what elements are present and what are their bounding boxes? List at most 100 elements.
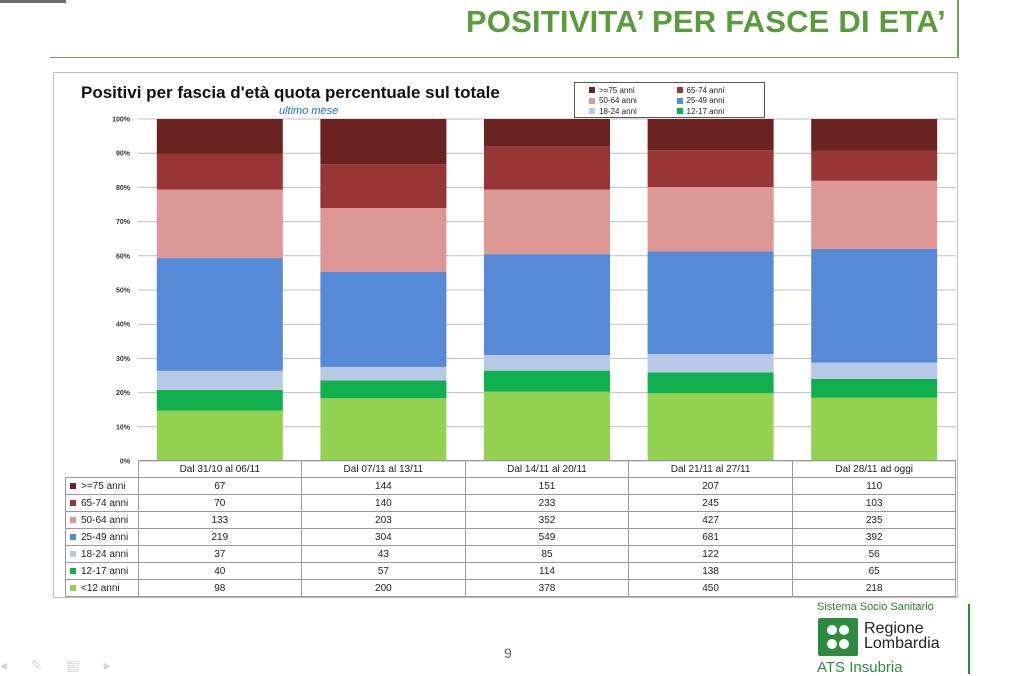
- footer-org: Sistema Socio Sanitario: [817, 601, 934, 613]
- table-cell: 114: [464, 562, 630, 580]
- legend-label: >=75 anni: [599, 85, 635, 95]
- table-cell: 304: [301, 528, 466, 546]
- legend-item: 12-17 anni: [676, 106, 765, 116]
- bar-segment: [811, 378, 938, 398]
- table-cell: 140: [301, 494, 466, 512]
- bar-segment: [811, 150, 938, 181]
- bar-segment: [156, 410, 283, 461]
- bar-segment: [320, 119, 447, 165]
- table-row: <12 anni 98 200 378 450 218: [65, 579, 957, 597]
- bar-segment: [484, 189, 610, 255]
- table-row: 25-49 anni 219 304 549 681 392: [65, 528, 957, 546]
- y-tick-label: 10%: [116, 424, 131, 431]
- legend-swatch: [676, 97, 683, 104]
- bar-segment: [156, 153, 283, 190]
- title-rule-vertical: [957, 0, 959, 58]
- slide-nav-icons[interactable]: ◂ ✎ ▤ ▸: [0, 657, 121, 673]
- table-row-label: 12-17 anni: [65, 562, 139, 580]
- bar-segment: [811, 362, 938, 379]
- y-tick-label: 50%: [116, 288, 131, 295]
- bar-segment: [647, 354, 774, 373]
- legend-label: 50-64 anni: [599, 96, 637, 106]
- bar-segment: [320, 164, 447, 209]
- table-column-header: Dal 07/11 al 13/11: [301, 460, 466, 478]
- chart-subtitle: ultimo mese: [279, 105, 339, 117]
- table-cell: 378: [464, 579, 630, 597]
- bar-segment: [811, 248, 938, 363]
- table-cell: 133: [137, 511, 303, 529]
- chart-title: Positivi per fascia d'età quota percentu…: [81, 83, 500, 102]
- table-cell: 681: [628, 528, 793, 546]
- legend-label: 65-74 anni: [686, 85, 725, 95]
- footer-rule: [968, 604, 970, 674]
- row-label-text: 65-74 anni: [81, 497, 129, 509]
- footer-ats: ATS Insubria: [817, 659, 903, 676]
- table-cell: 219: [137, 528, 303, 546]
- y-tick-label: 30%: [116, 356, 131, 363]
- bar-segment: [156, 389, 283, 411]
- table-column-header: Dal 28/11 ad oggi: [791, 460, 957, 478]
- table-cell: 549: [464, 528, 630, 546]
- table-cell: 427: [628, 511, 793, 529]
- y-tick-label: 90%: [116, 151, 131, 158]
- bar-segment: [647, 187, 774, 252]
- row-label-text: <12 anni: [81, 582, 120, 594]
- legend-label: 25-49 anni: [686, 96, 725, 106]
- data-table: Dal 31/10 al 06/11 Dal 07/11 al 13/11 Dal …: [65, 460, 957, 597]
- bar-segment: [647, 251, 774, 355]
- bar-segment: [647, 150, 774, 188]
- table-corner: [65, 460, 139, 478]
- table-row: 65-74 anni 70 140 233 245 103: [65, 494, 957, 512]
- legend-swatch: [676, 108, 683, 115]
- legend-swatch: [589, 108, 595, 115]
- legend-item: 50-64 anni: [589, 96, 677, 106]
- table-cell: 450: [628, 579, 793, 597]
- y-tick-label: 60%: [116, 253, 131, 260]
- regione-lombardia-logo: [818, 618, 858, 656]
- bar-segment: [156, 189, 283, 259]
- table-cell: 43: [301, 545, 466, 563]
- region-name: Regione Lombardia: [864, 621, 940, 652]
- table-column-header: Dal 31/10 al 06/11: [137, 460, 303, 478]
- table-cell: 151: [464, 477, 630, 495]
- page-number: 9: [504, 645, 512, 661]
- row-swatch: [70, 482, 76, 489]
- table-row-label: 25-49 anni: [65, 528, 139, 546]
- table-column-header: Dal 21/11 al 27/11: [628, 460, 793, 478]
- row-swatch: [70, 516, 76, 523]
- legend-swatch: [589, 87, 595, 93]
- y-tick-label: 100%: [112, 117, 131, 124]
- row-swatch: [70, 533, 76, 540]
- bar-segment: [156, 370, 283, 390]
- table-cell: 110: [791, 477, 957, 495]
- bar-segment: [156, 119, 283, 154]
- legend-label: 18-24 anni: [599, 106, 637, 116]
- bar-segment: [320, 366, 447, 381]
- table-cell: 144: [301, 477, 466, 495]
- region-line2: Lombardia: [864, 635, 940, 652]
- bar-segment: [647, 372, 774, 394]
- table-row: 12-17 anni 40 57 114 138 65: [65, 562, 957, 580]
- legend-item: 65-74 anni: [676, 85, 765, 95]
- row-label-text: 18-24 anni: [81, 548, 129, 560]
- bar-segment: [320, 208, 447, 272]
- bar-segment: [320, 380, 447, 399]
- top-bar: [0, 0, 66, 3]
- table-cell: 98: [137, 579, 303, 597]
- table-row-label: >=75 anni: [65, 477, 139, 495]
- table-cell: 352: [464, 511, 630, 529]
- table-cell: 65: [791, 562, 957, 580]
- y-tick-label: 80%: [116, 185, 131, 192]
- table-cell: 122: [628, 545, 793, 563]
- bar-segment: [647, 119, 774, 151]
- table-row-label: <12 anni: [65, 579, 139, 597]
- table-row: >=75 anni 67 144 151 207 110: [65, 477, 957, 495]
- bar-segment: [484, 254, 610, 356]
- table-cell: 56: [791, 545, 957, 563]
- table-cell: 138: [628, 562, 793, 580]
- row-label-text: 12-17 anni: [81, 565, 129, 577]
- table-column-header: Dal 14/11 al 20/11: [464, 460, 630, 478]
- bar-segment: [811, 180, 938, 249]
- legend-item: >=75 anni: [589, 85, 677, 95]
